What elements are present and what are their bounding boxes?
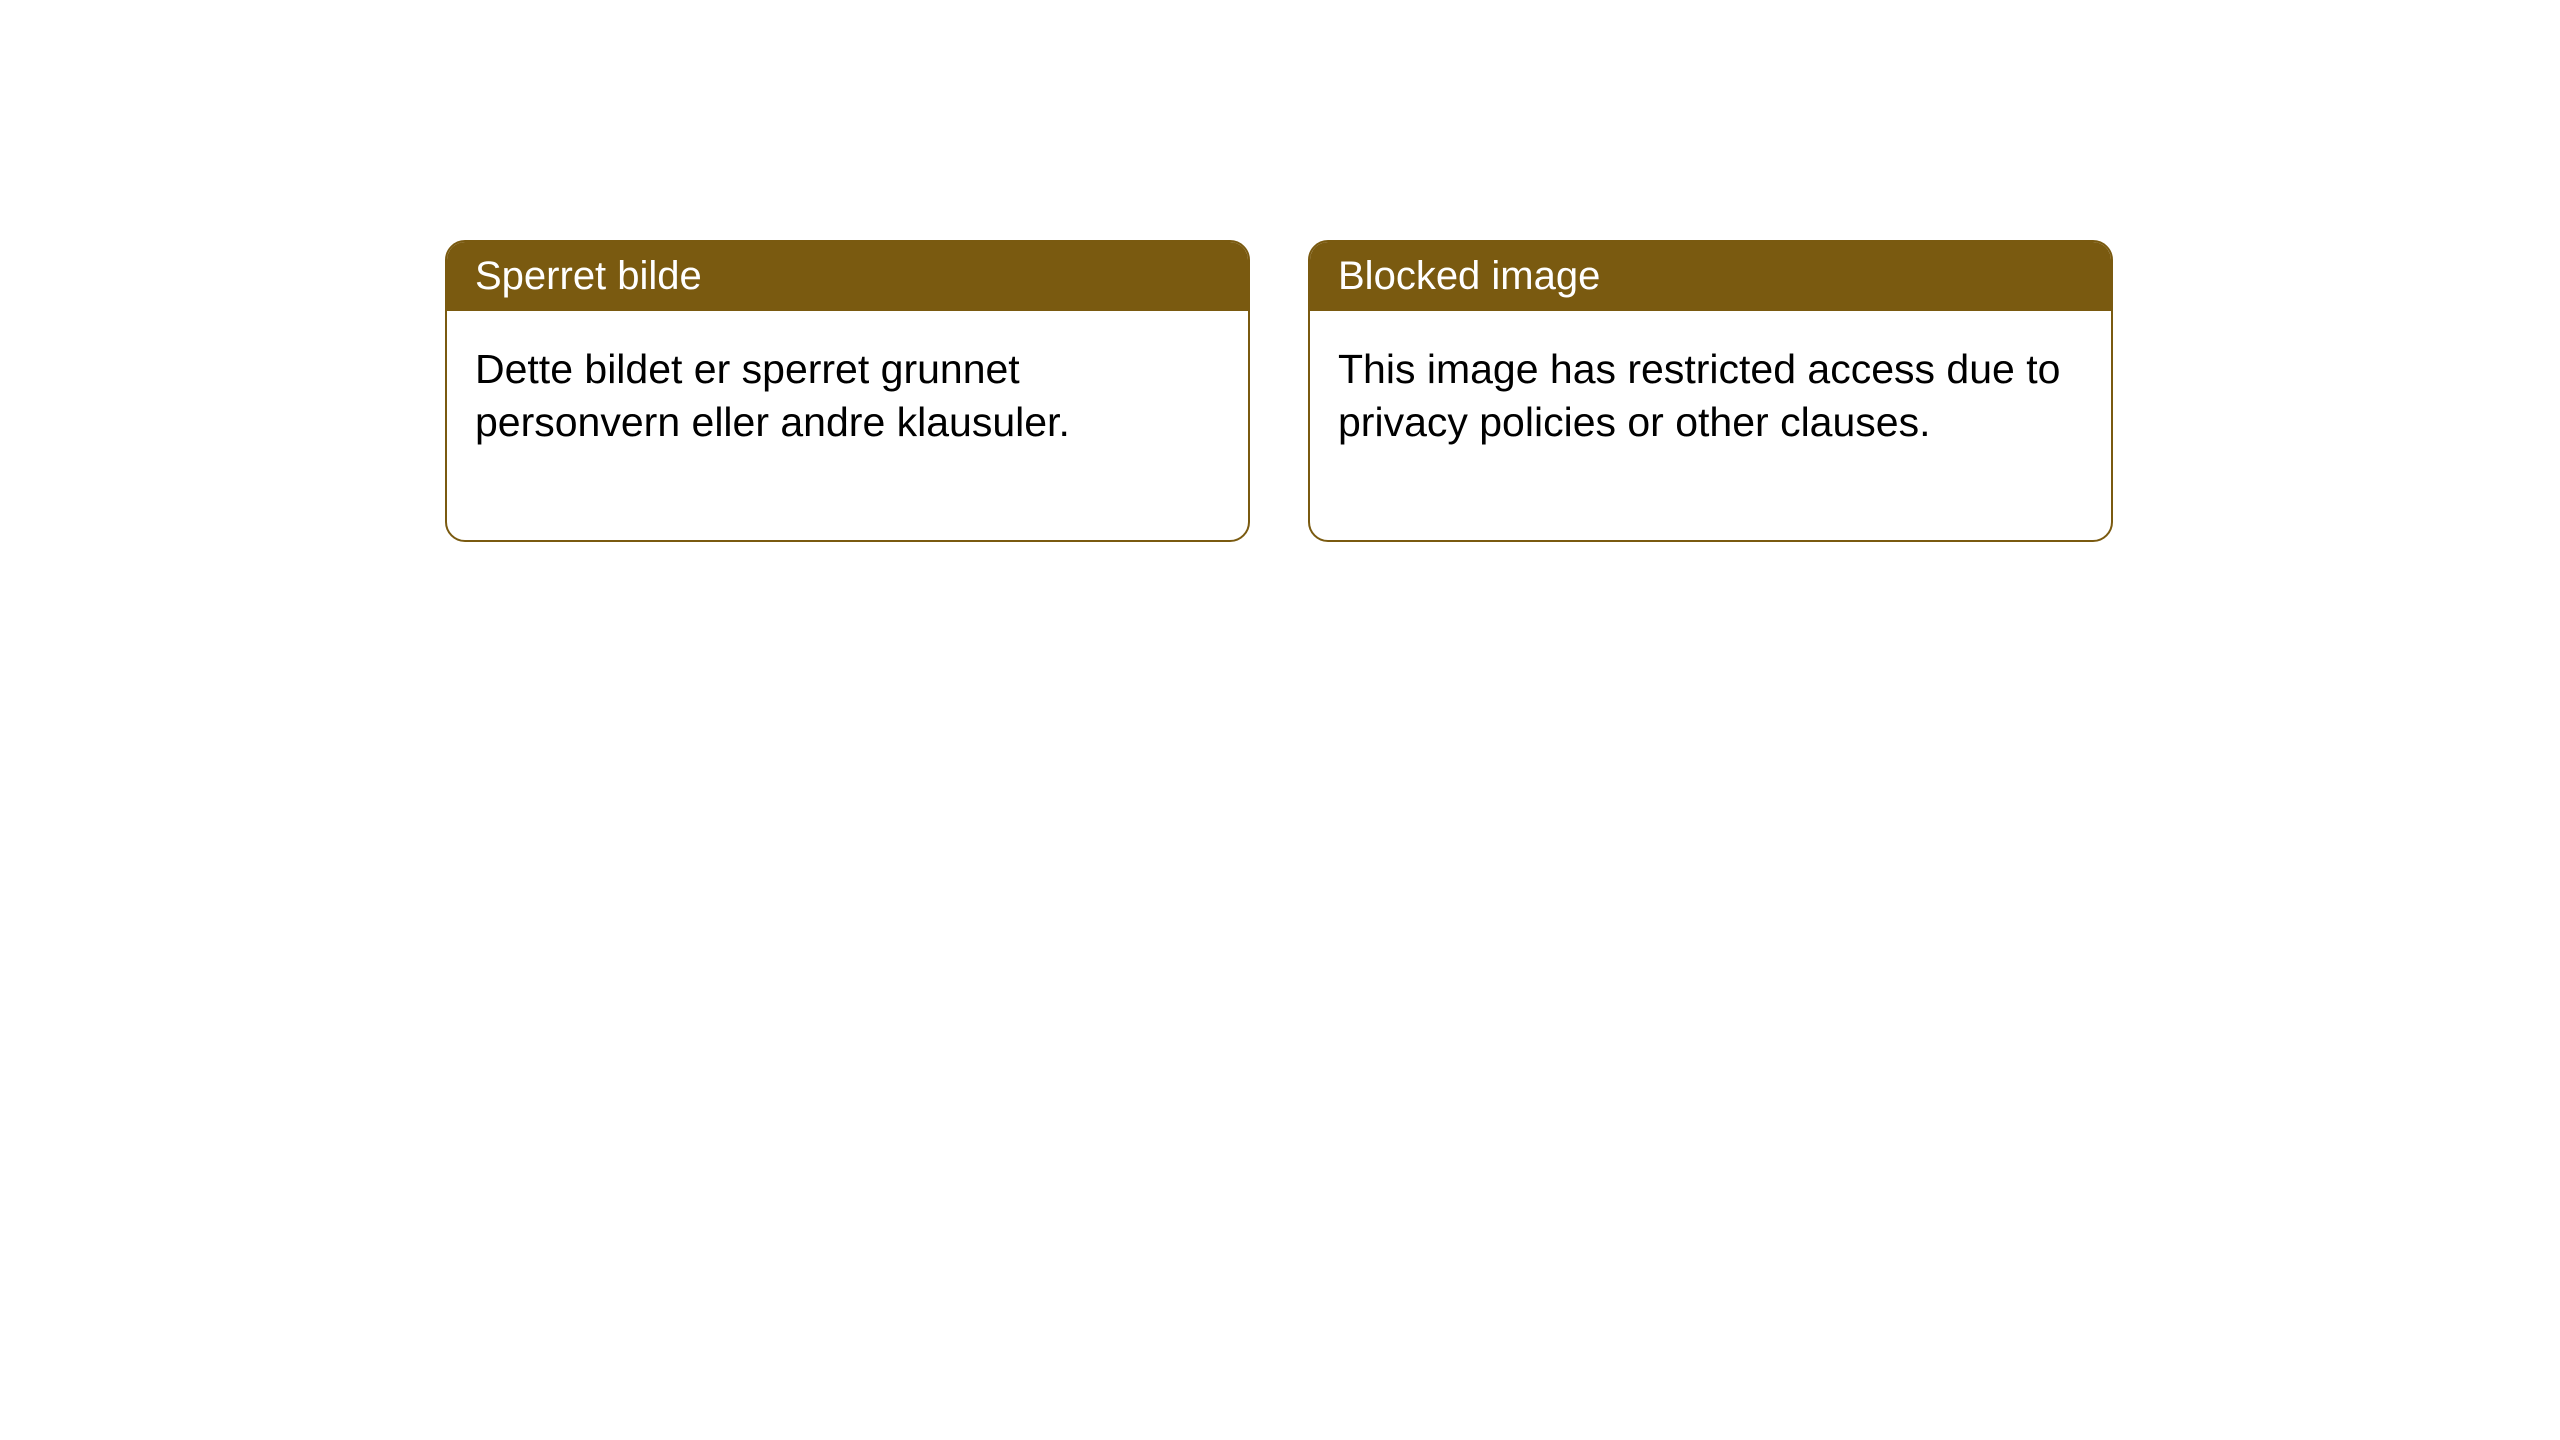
notice-container: Sperret bilde Dette bildet er sperret gr…: [445, 240, 2113, 542]
card-body-text: This image has restricted access due to …: [1338, 346, 2060, 445]
blocked-image-card-no: Sperret bilde Dette bildet er sperret gr…: [445, 240, 1250, 542]
card-header: Sperret bilde: [447, 242, 1248, 311]
card-title: Blocked image: [1338, 254, 1600, 298]
card-body-text: Dette bildet er sperret grunnet personve…: [475, 346, 1070, 445]
card-body: This image has restricted access due to …: [1310, 311, 2111, 540]
card-body: Dette bildet er sperret grunnet personve…: [447, 311, 1248, 540]
card-header: Blocked image: [1310, 242, 2111, 311]
card-title: Sperret bilde: [475, 254, 702, 298]
blocked-image-card-en: Blocked image This image has restricted …: [1308, 240, 2113, 542]
